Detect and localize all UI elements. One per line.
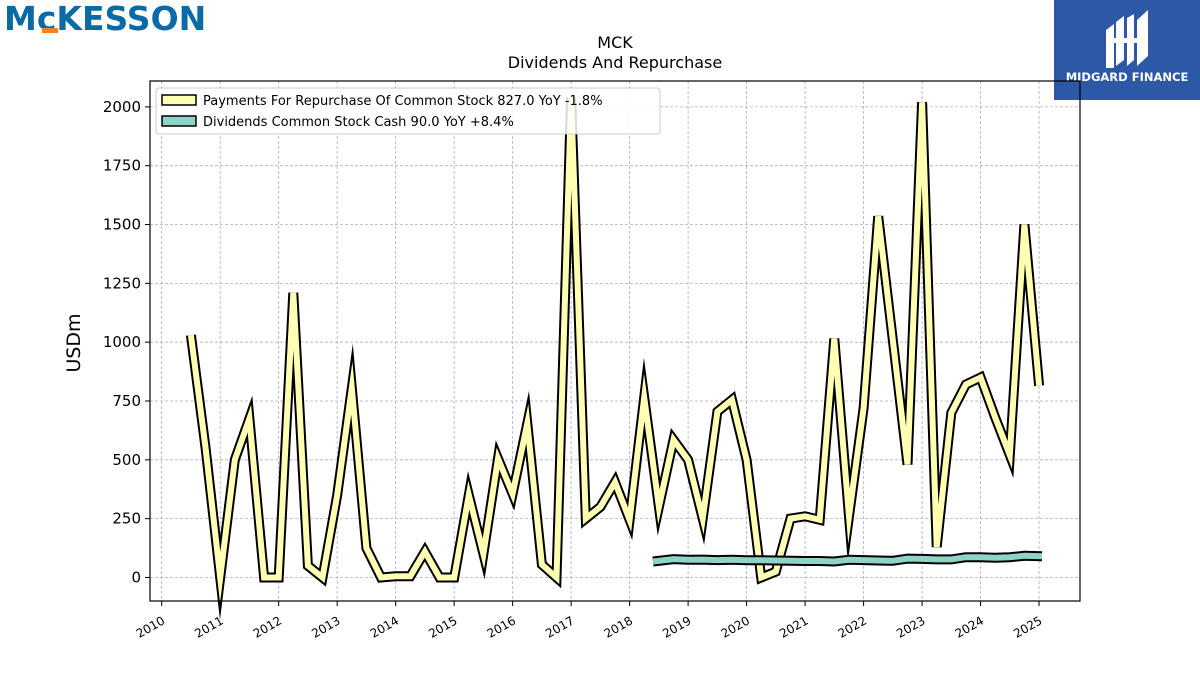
y-tick-label: 1750 <box>103 157 141 175</box>
chart-title: MCK <box>597 33 633 52</box>
x-tick-label: 2012 <box>251 613 284 640</box>
x-tick-label: 2023 <box>894 613 927 640</box>
legend-label-repurchase: Payments For Repurchase Of Common Stock … <box>203 94 603 109</box>
midgard-finance-logo: MIDGARD FINANCE <box>1054 0 1200 100</box>
y-tick-label: 750 <box>112 392 141 410</box>
logo-accent-bar <box>42 28 58 33</box>
x-tick-label: 2020 <box>719 613 752 640</box>
y-axis-label: USDm <box>63 313 85 372</box>
x-tick-label: 2017 <box>543 613 576 640</box>
series-lines <box>185 97 1045 621</box>
legend-box <box>155 87 661 135</box>
x-tick-label: 2013 <box>309 613 342 640</box>
y-tick-label: 1250 <box>103 274 141 292</box>
series-line-repurchase <box>187 97 1043 604</box>
y-tick-label: 500 <box>112 451 141 469</box>
legend: Payments For Repurchase Of Common Stock … <box>155 87 661 135</box>
y-tick-label: 250 <box>112 510 141 528</box>
chart-subtitle: Dividends And Repurchase <box>508 53 722 72</box>
logo-left-text: McKESSON <box>4 0 207 38</box>
x-tick-label: 2022 <box>836 613 869 640</box>
x-tick-label: 2016 <box>485 613 518 640</box>
x-tick-label: 2011 <box>192 613 225 640</box>
x-tick-label: 2018 <box>602 613 635 640</box>
series-line-dividends <box>652 552 1043 565</box>
y-tick-label: 1500 <box>103 216 141 234</box>
x-tick-label: 2014 <box>368 613 401 640</box>
y-tick-label: 1000 <box>103 333 141 351</box>
plot-frame <box>149 80 1081 602</box>
legend-label-dividends: Dividends Common Stock Cash 90.0 YoY +8.… <box>203 115 514 130</box>
x-tick-label: 2021 <box>777 613 810 640</box>
x-tick-label: 2024 <box>953 613 986 640</box>
midgard-emblem-icon <box>1106 10 1148 68</box>
x-tick-label: 2025 <box>1011 613 1044 640</box>
y-tick-label: 0 <box>131 568 141 586</box>
x-tick-label: 2010 <box>134 613 167 640</box>
legend-swatch-dividends <box>161 115 197 127</box>
y-axis-ticks: 0 250 500 750 1000 1250 1500 1750 2000 <box>103 98 150 586</box>
x-axis-ticks: 2010 2011 2012 2013 2014 2015 2016 2017 2018 2019… <box>134 601 1045 641</box>
logo-right-text: MIDGARD FINANCE <box>1065 70 1189 84</box>
mckesson-logo: McKESSON <box>4 2 206 35</box>
x-tick-label: 2019 <box>660 613 693 640</box>
y-tick-label: 2000 <box>103 98 141 116</box>
x-tick-label: 2015 <box>426 613 459 640</box>
legend-swatch-repurchase <box>161 94 197 106</box>
